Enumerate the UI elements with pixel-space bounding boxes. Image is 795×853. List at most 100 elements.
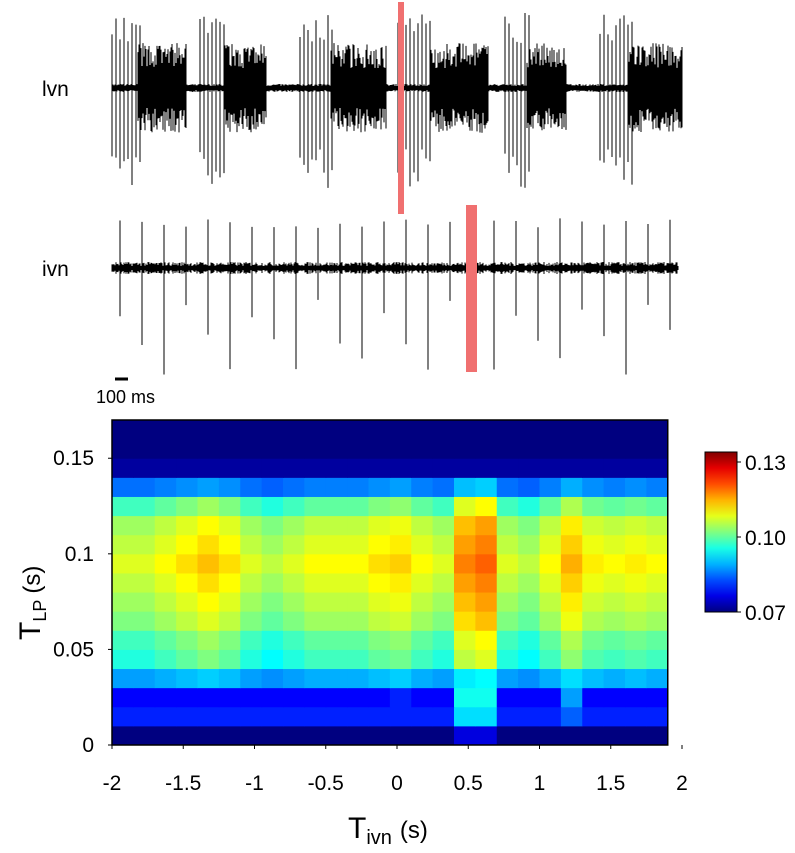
x-tick-label: 1.5 — [596, 772, 625, 795]
heat-cell — [261, 630, 284, 650]
heat-cell — [432, 553, 455, 574]
heat-cell — [454, 630, 476, 650]
heat-cell — [133, 611, 156, 631]
heat-cell — [475, 687, 498, 708]
heat-cell — [368, 592, 391, 612]
heat-cell — [197, 515, 220, 536]
heat-cell — [133, 439, 156, 459]
heat-cell — [154, 515, 177, 536]
heat-cell — [218, 630, 241, 650]
heat-cell — [240, 592, 263, 612]
heat-cell — [389, 687, 412, 708]
heat-cell — [518, 611, 540, 631]
heat-cell — [112, 439, 134, 459]
heat-cell — [560, 611, 583, 631]
heat-cell — [603, 534, 626, 555]
heat-cell — [539, 420, 562, 440]
heat-cell — [112, 649, 134, 670]
heat-cell — [625, 515, 647, 536]
heat-cell — [411, 458, 434, 478]
heat-cell — [218, 687, 241, 708]
y-axis-label-sub: LP — [30, 600, 50, 622]
heat-cell — [112, 630, 134, 650]
heat-cell — [496, 706, 519, 727]
heat-cell — [218, 439, 241, 459]
heat-cell — [539, 611, 562, 631]
heat-cell — [347, 592, 369, 612]
heat-cell — [261, 496, 284, 517]
heat-cell — [176, 725, 198, 746]
heat-cell — [112, 687, 134, 708]
heat-cell — [347, 611, 369, 631]
heat-cell — [368, 706, 391, 727]
heat-cell — [560, 592, 583, 612]
heat-cell — [582, 706, 605, 727]
heat-cell — [347, 439, 369, 459]
heat-cell — [304, 630, 327, 650]
x-tick-label: -0.5 — [308, 772, 344, 795]
heat-cell — [475, 649, 498, 670]
heat-cell — [133, 534, 156, 555]
heat-cell — [646, 496, 669, 517]
heat-cell — [261, 572, 284, 593]
heat-cell — [518, 687, 540, 708]
heat-cell — [582, 592, 605, 612]
heat-cell — [261, 553, 284, 574]
heat-cell — [475, 477, 498, 497]
heat-cell — [304, 420, 327, 440]
y-axis-label-main: T — [14, 622, 47, 640]
heat-cell — [304, 592, 327, 612]
heat-cell — [240, 630, 263, 650]
heat-cell — [283, 420, 305, 440]
heat-cell — [347, 553, 369, 574]
heat-cell — [454, 439, 476, 459]
heat-cell — [389, 439, 412, 459]
heat-cell — [475, 668, 498, 689]
heat-cell — [347, 649, 369, 670]
heat-cell — [347, 496, 369, 517]
heat-cell — [603, 496, 626, 517]
heat-cell — [411, 725, 434, 746]
heat-cell — [646, 572, 669, 593]
heat-cell — [325, 630, 348, 650]
y-axis-label-unit: (s) — [19, 566, 46, 594]
heat-cell — [582, 649, 605, 670]
heat-cell — [176, 572, 198, 593]
heat-cell — [475, 611, 498, 631]
heat-cell — [432, 534, 455, 555]
heat-cell — [240, 649, 263, 670]
heat-cell — [539, 553, 562, 574]
heat-cell — [347, 477, 369, 497]
heat-cell — [518, 572, 540, 593]
heat-cell — [261, 706, 284, 727]
heat-cell — [197, 611, 220, 631]
heat-cell — [518, 458, 540, 478]
heat-cell — [454, 458, 476, 478]
heat-cell — [454, 725, 476, 746]
heat-cell — [603, 515, 626, 536]
y-tick-label: 0.15 — [53, 447, 94, 470]
heat-cell — [240, 668, 263, 689]
trace-label: ivn — [42, 258, 69, 281]
heat-cell — [518, 515, 540, 536]
heat-cell — [539, 572, 562, 593]
heat-cell — [368, 458, 391, 478]
heat-cell — [304, 477, 327, 497]
x-axis-label: Tivn (s) — [348, 812, 428, 849]
heat-cell — [560, 649, 583, 670]
heat-cell — [133, 515, 156, 536]
heat-cell — [133, 630, 156, 650]
x-tick-label: -1.5 — [165, 772, 201, 795]
heat-cell — [582, 611, 605, 631]
heat-cell — [325, 420, 348, 440]
heat-cell — [646, 477, 669, 497]
heat-cell — [368, 687, 391, 708]
heat-cell — [325, 515, 348, 536]
heat-cell — [283, 725, 305, 746]
heat-cell — [133, 687, 156, 708]
heat-cell — [496, 592, 519, 612]
heat-cell — [218, 592, 241, 612]
heat-cell — [625, 553, 647, 574]
heat-cell — [347, 687, 369, 708]
x-tick-label: 1 — [534, 772, 546, 795]
